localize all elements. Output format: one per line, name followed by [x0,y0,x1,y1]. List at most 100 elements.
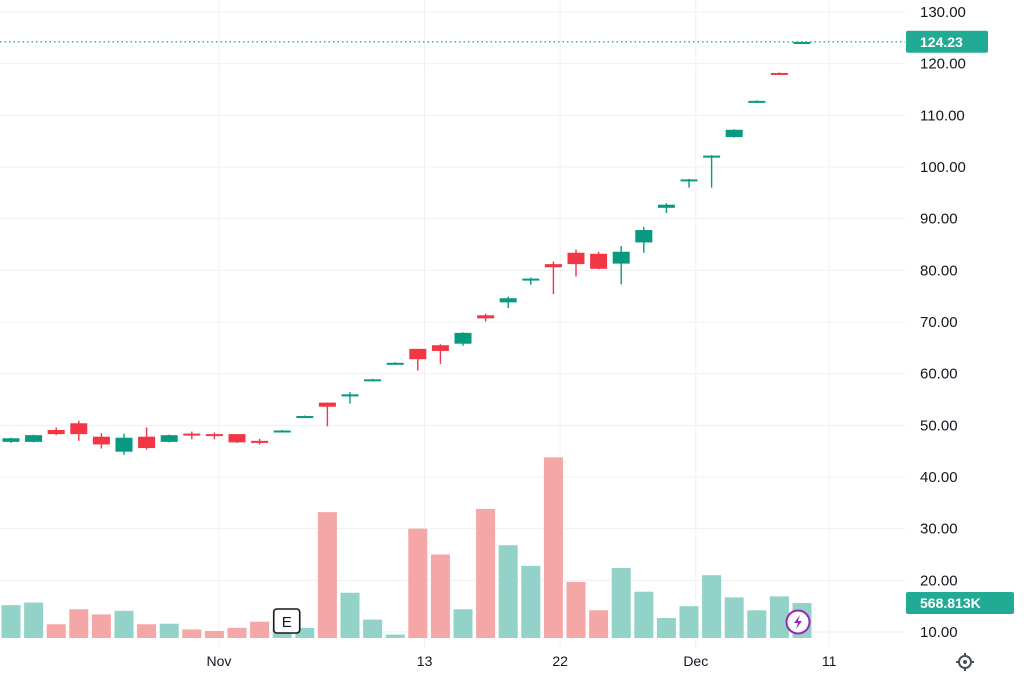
volume-bar [724,597,744,638]
volume-bar [430,554,450,638]
candle-body [612,251,630,264]
candle-body [138,436,156,449]
time-tick-label: 11 [822,653,837,669]
volume-bar [679,606,699,638]
candle-body [725,129,743,138]
earnings-event-label: E [282,614,292,631]
candle-body [703,155,721,158]
price-tick-label: 10.00 [920,624,958,641]
last-price-tag-bg [906,30,988,53]
price-tick-label: 20.00 [920,572,958,589]
volume-bar [611,567,631,638]
volume-bar [182,629,202,638]
volume-bar [24,602,44,638]
candle-body [431,345,449,351]
time-axis[interactable]: Nov 13 22 Dec 11 [206,653,836,669]
candle-body [341,394,359,397]
volume-bar [250,621,270,638]
volume-bar [498,545,518,638]
price-tick-label: 60.00 [920,366,958,383]
volume-bar [702,575,722,638]
price-tick-label: 110.00 [920,107,965,124]
volume-bar [634,591,654,638]
volume-bar [46,624,66,638]
event-markers[interactable]: E [272,608,301,634]
candle-body [296,416,314,419]
candlesticks [2,41,811,455]
volume-bar [114,610,134,638]
volume-bar [476,509,496,638]
volume-bar [137,624,157,638]
volume-bar [1,605,21,638]
candle-body [657,204,675,208]
volume-bar [453,609,473,638]
time-tick-label: 13 [417,653,433,669]
candle-body [522,278,540,281]
volume-bar [340,592,360,638]
earnings-event-marker[interactable]: E [272,608,301,634]
candle-body [409,348,427,360]
flash-icon[interactable] [785,609,811,635]
candle-body [318,402,336,407]
candle-body [92,436,110,445]
candle-body [70,423,88,435]
volume-bar [204,630,224,638]
volume-bar [69,609,89,638]
candle-body [635,230,653,243]
candle-body [544,264,562,268]
price-axis[interactable]: 130.00 120.00 110.00 100.00 90.00 80.00 70.00 6… [920,4,966,641]
volume-bar [295,627,315,638]
settings-gear-icon[interactable] [956,653,974,671]
price-tick-label: 100.00 [920,159,966,176]
price-tick-label: 30.00 [920,521,958,538]
last-volume-tag-bg [906,592,1014,614]
candle-body [2,438,20,442]
volume-bars [1,457,812,638]
candle-body [115,437,133,452]
price-tick-label: 80.00 [920,262,958,279]
candle-body [454,332,472,344]
candle-body [251,440,269,443]
candle-body [160,435,178,442]
volume-bar [408,528,428,638]
volume-bar [91,614,111,638]
candle-body [793,41,811,44]
price-tick-label: 90.00 [920,211,958,228]
volume-bar [589,610,609,638]
candle-body [680,179,698,182]
candle-body [567,252,585,265]
candle-body [205,434,223,437]
candle-body [477,315,495,319]
candle-body [590,253,608,269]
volume-bar [159,623,179,638]
earnings-event-box [272,608,301,634]
volume-bar [521,565,541,638]
volume-bar [747,610,767,638]
last-volume-tag: 568.813K [906,592,1014,614]
grid-lines [0,0,905,648]
volume-bar [363,619,383,638]
price-tick-label: 50.00 [920,417,958,434]
candle-body [770,72,788,75]
candle-body [499,298,517,303]
candle-body [273,430,291,433]
last-price-tag: 124.23 [906,30,988,53]
price-tick-label: 70.00 [920,314,958,331]
volume-bar [385,634,405,638]
time-tick-label: 22 [552,653,568,669]
price-tick-label: 120.00 [920,56,966,73]
candle-body [228,434,246,443]
price-tick-label: 40.00 [920,469,958,486]
candle-body [386,362,404,365]
last-volume-value: 568.813K [920,595,981,611]
time-tick-label: Dec [683,653,708,669]
volume-bar [227,627,247,638]
candle-body [25,435,43,442]
volume-bar [656,618,676,638]
price-tick-label: 130.00 [920,4,966,21]
candle-body [47,429,65,435]
last-price-value: 124.23 [920,34,963,50]
time-tick-label: Nov [206,653,231,669]
volume-bar [543,457,563,638]
